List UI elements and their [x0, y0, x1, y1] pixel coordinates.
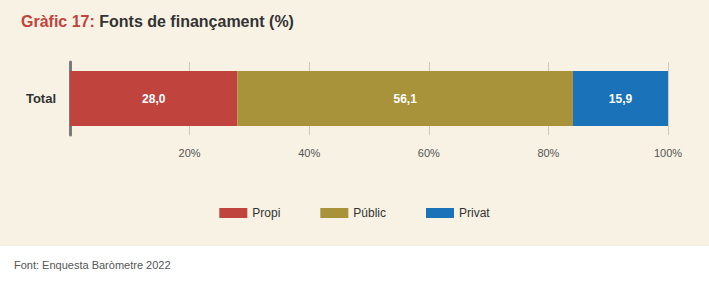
svg-text:56,1: 56,1	[393, 92, 417, 106]
svg-text:Gràfic 17:: Gràfic 17:	[21, 13, 95, 30]
svg-text:15,9: 15,9	[609, 92, 633, 106]
svg-text:60%: 60%	[418, 147, 440, 159]
svg-text:20%: 20%	[179, 147, 201, 159]
svg-text:Privat: Privat	[459, 206, 490, 220]
svg-text:Fonts de finançament (%): Fonts de finançament (%)	[95, 13, 294, 30]
svg-text:Propi: Propi	[252, 206, 280, 220]
svg-text:80%: 80%	[537, 147, 559, 159]
svg-text:Públic: Públic	[353, 206, 386, 220]
svg-text:Font: Enquesta Baròmetre 2022: Font: Enquesta Baròmetre 2022	[14, 259, 171, 271]
svg-text:Total: Total	[26, 91, 56, 106]
svg-text:100%: 100%	[654, 147, 682, 159]
svg-text:28,0: 28,0	[142, 92, 166, 106]
svg-text:40%: 40%	[298, 147, 320, 159]
